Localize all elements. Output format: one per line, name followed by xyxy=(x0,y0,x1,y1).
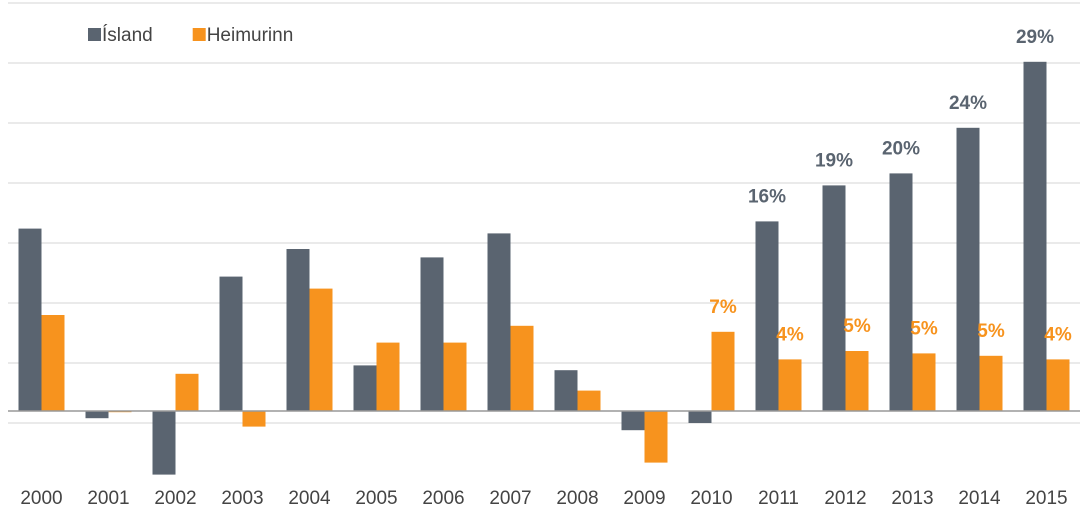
bar xyxy=(376,342,400,411)
bar xyxy=(889,173,913,411)
x-tick-label: 2005 xyxy=(355,488,397,509)
bar xyxy=(443,342,467,411)
bar xyxy=(822,185,846,411)
value-label: 19% xyxy=(815,150,853,171)
x-tick-label: 2001 xyxy=(87,488,129,509)
bar xyxy=(845,351,869,411)
bar xyxy=(175,373,199,411)
bar xyxy=(1023,61,1047,412)
bar xyxy=(979,355,1003,411)
value-label: 5% xyxy=(910,318,938,339)
legend-swatch xyxy=(192,28,206,41)
x-tick-label: 2013 xyxy=(891,488,933,509)
value-label: 7% xyxy=(709,297,737,318)
x-tick-label: 2006 xyxy=(422,488,464,509)
bar xyxy=(18,228,42,411)
bar xyxy=(755,221,779,411)
value-label: 4% xyxy=(776,324,804,345)
x-tick-label: 2004 xyxy=(288,488,331,509)
bar xyxy=(577,390,601,411)
bar xyxy=(554,370,578,411)
bar xyxy=(41,315,65,411)
bar xyxy=(778,359,802,411)
bar xyxy=(644,411,668,463)
bar xyxy=(711,331,735,411)
value-label: 24% xyxy=(949,93,987,114)
bar xyxy=(353,365,377,411)
bar xyxy=(85,411,109,419)
bar xyxy=(309,288,333,411)
legend-swatch xyxy=(88,28,101,41)
bar xyxy=(956,127,980,412)
bar xyxy=(487,233,511,411)
x-tick-label: 2003 xyxy=(221,488,263,509)
x-tick-label: 2014 xyxy=(958,488,1001,509)
value-label: 20% xyxy=(882,138,920,159)
x-tick-label: 2007 xyxy=(489,488,531,509)
x-tick-label: 2002 xyxy=(154,488,196,509)
x-tick-label: 2012 xyxy=(824,488,866,509)
value-label: 4% xyxy=(1044,324,1072,345)
x-tick-label: 2000 xyxy=(20,488,62,509)
bar xyxy=(1046,359,1070,411)
bar xyxy=(688,411,712,423)
bar xyxy=(912,353,936,411)
x-tick-label: 2010 xyxy=(690,488,732,509)
bar xyxy=(242,411,266,427)
bar xyxy=(510,325,534,411)
legend-label: Ísland xyxy=(102,25,153,46)
bar xyxy=(420,257,444,411)
x-tick-label: 2015 xyxy=(1025,488,1067,509)
value-label: 5% xyxy=(977,321,1005,342)
bar xyxy=(219,276,243,411)
x-tick-label: 2008 xyxy=(556,488,598,509)
x-tick-label: 2011 xyxy=(758,488,799,509)
bar xyxy=(152,411,176,475)
legend-label: Heimurinn xyxy=(207,25,294,46)
x-tick-label: 2009 xyxy=(623,488,665,509)
value-label: 29% xyxy=(1016,27,1054,48)
bar xyxy=(621,411,645,431)
bar xyxy=(286,249,310,411)
value-label: 16% xyxy=(748,186,786,207)
value-label: 5% xyxy=(843,316,871,337)
